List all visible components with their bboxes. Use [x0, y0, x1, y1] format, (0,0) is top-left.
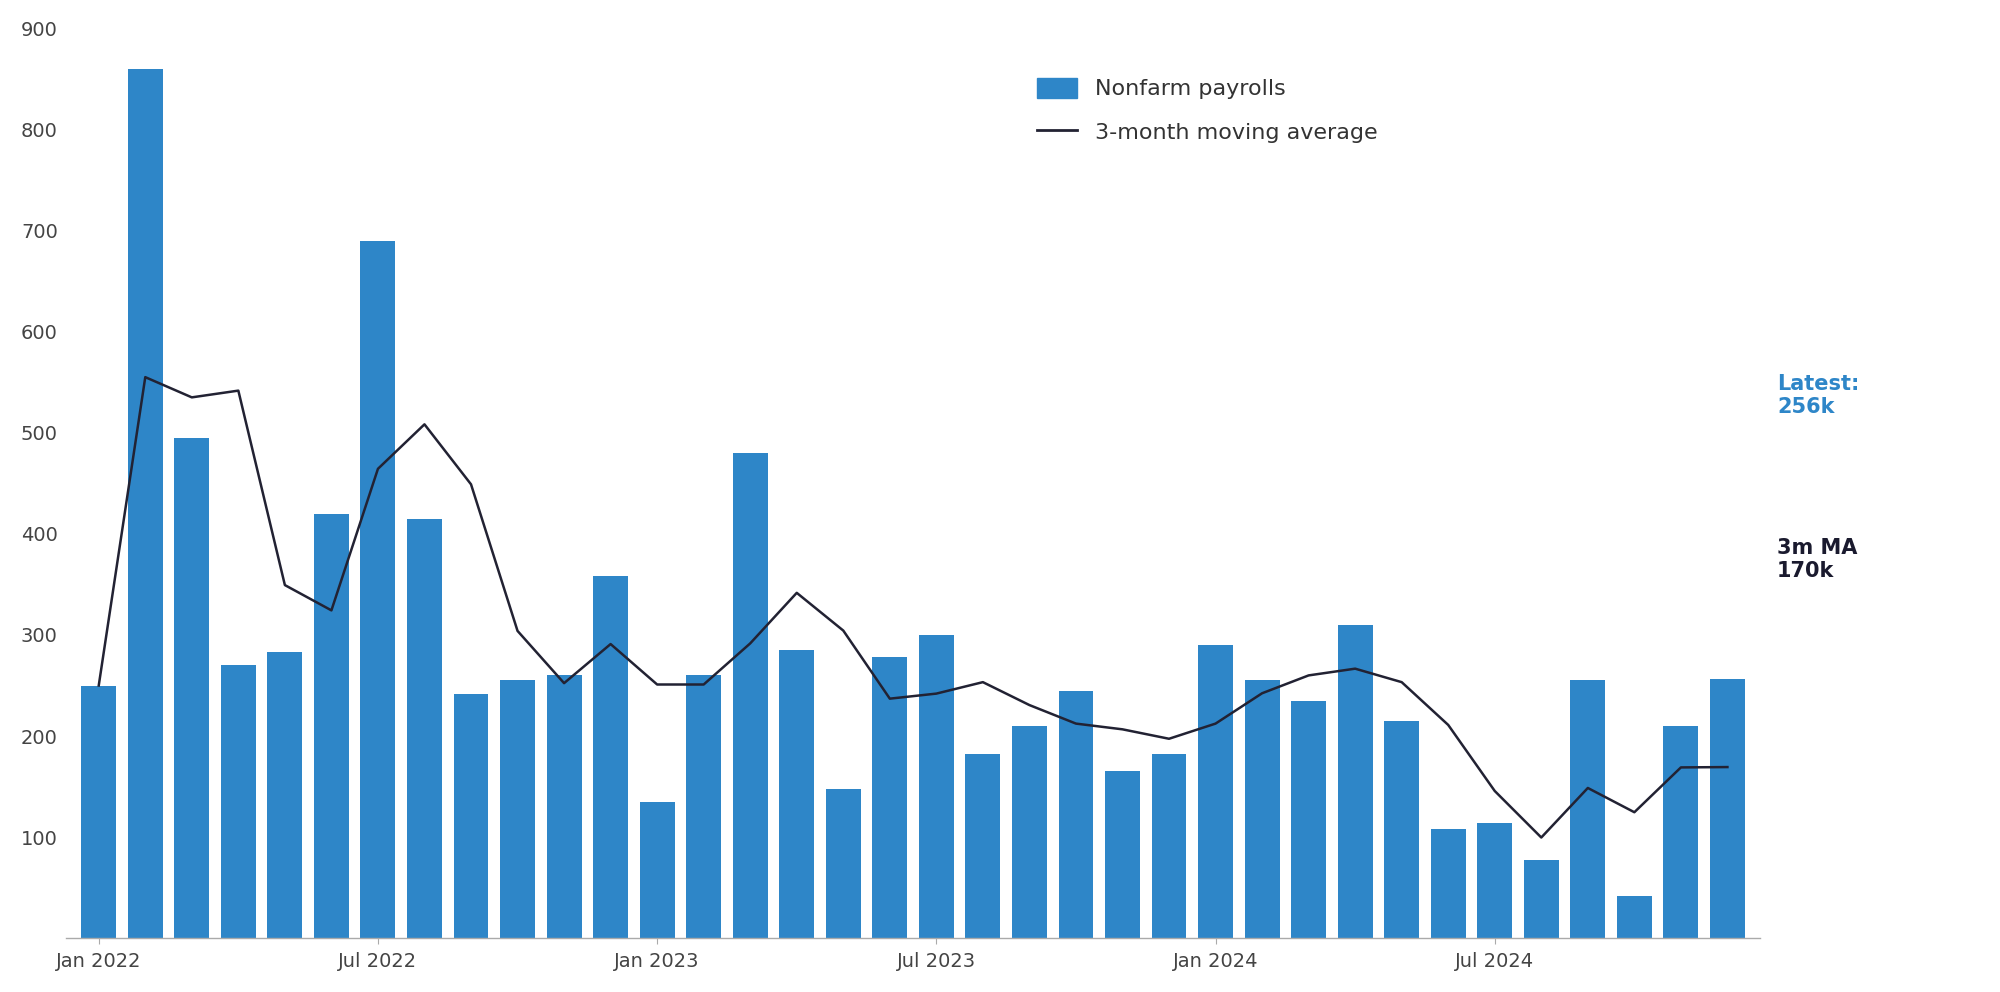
Bar [1292, 700, 1326, 938]
Bar [1152, 754, 1186, 938]
Bar [360, 241, 396, 938]
Bar [1058, 690, 1094, 938]
Bar [640, 802, 674, 938]
Bar [594, 576, 628, 938]
Bar [268, 652, 302, 938]
Bar [872, 658, 908, 938]
Bar [1616, 896, 1652, 938]
Bar [82, 685, 116, 938]
Text: Latest:
256k: Latest: 256k [1776, 374, 1860, 418]
Bar [918, 635, 954, 938]
Bar [174, 437, 210, 938]
Bar [1710, 680, 1744, 938]
Bar [966, 754, 1000, 938]
Bar [1430, 829, 1466, 938]
Bar [408, 519, 442, 938]
Bar [1338, 625, 1372, 938]
Bar [1106, 772, 1140, 938]
Bar [314, 514, 348, 938]
Bar [128, 68, 162, 938]
Bar [780, 650, 814, 938]
Bar [1664, 726, 1698, 938]
Bar [500, 681, 534, 938]
Bar [732, 453, 768, 938]
Bar [1198, 645, 1234, 938]
Bar [1478, 823, 1512, 938]
Bar [1384, 721, 1420, 938]
Bar [546, 676, 582, 938]
Bar [1012, 726, 1046, 938]
Text: 3m MA
170k: 3m MA 170k [1776, 538, 1858, 581]
Bar [1570, 681, 1606, 938]
Bar [1244, 681, 1280, 938]
Bar [454, 693, 488, 938]
Bar [826, 789, 860, 938]
Bar [220, 666, 256, 938]
Bar [686, 676, 722, 938]
Legend: Nonfarm payrolls, 3-month moving average: Nonfarm payrolls, 3-month moving average [1026, 66, 1388, 155]
Bar [1524, 860, 1558, 938]
